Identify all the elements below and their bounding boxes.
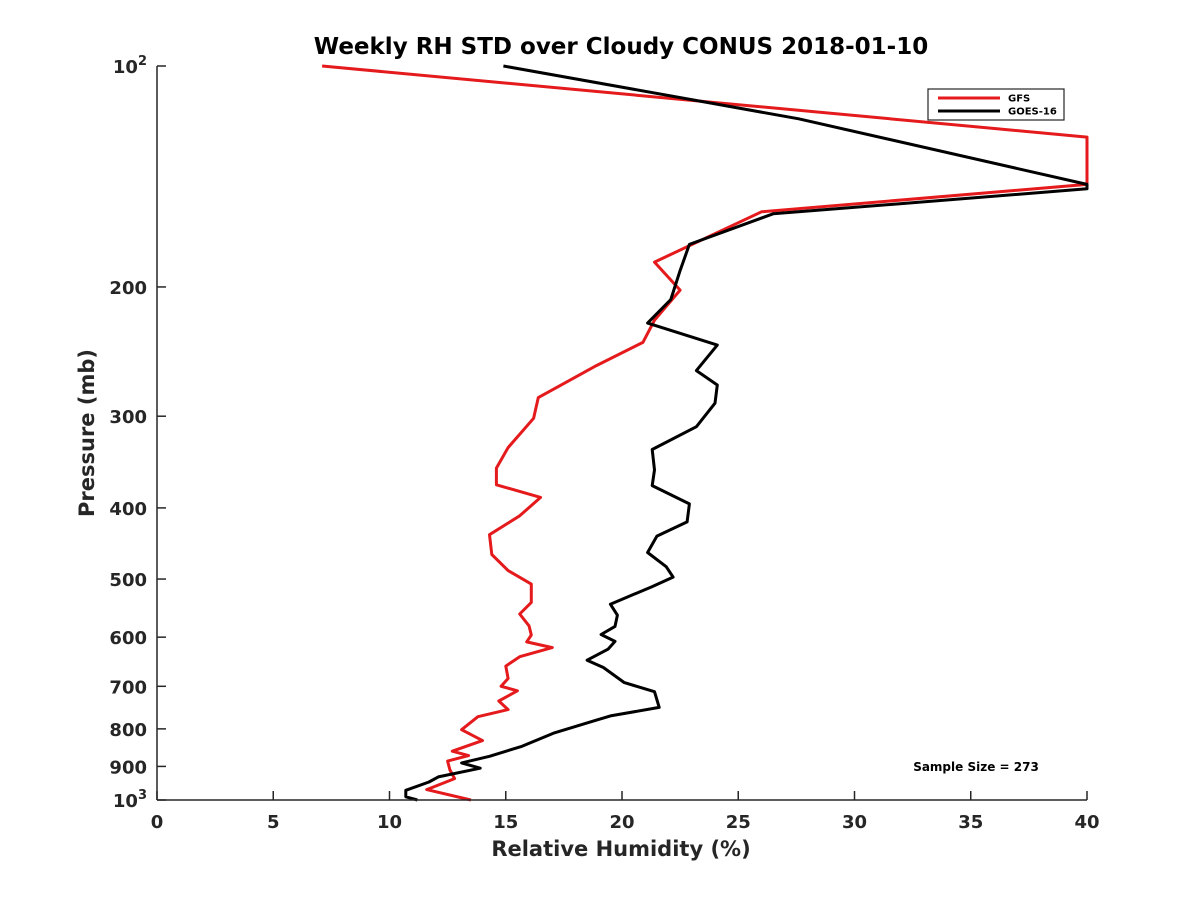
y-tick-label: 500 [109, 570, 147, 591]
x-tick-label: 25 [726, 812, 751, 833]
x-tick-label: 10 [377, 812, 402, 833]
y-tick-label: 700 [109, 677, 147, 698]
y-tick-label: 300 [109, 407, 147, 428]
y-axis-label: Pressure (mb) [75, 349, 99, 517]
x-tick-label: 40 [1074, 812, 1099, 833]
y-tick-label: 200 [109, 278, 147, 299]
y-tick-label: 900 [109, 757, 147, 778]
chart-title: Weekly RH STD over Cloudy CONUS 2018-01-… [314, 34, 928, 60]
series-layer [321, 64, 1089, 802]
y-tick-label: 600 [109, 628, 147, 649]
x-tick-label: 35 [958, 812, 983, 833]
y-tick-label: 103 [113, 788, 147, 812]
x-tick-label: 5 [267, 812, 280, 833]
legend-entry: GOES-16 [1008, 107, 1057, 118]
series-line-gfs [321, 64, 1089, 802]
x-tick-label: 30 [842, 812, 867, 833]
sample-size-annotation: Sample Size = 273 [913, 760, 1039, 774]
series-line-goes-16 [404, 64, 1089, 802]
legend: GFS GOES-16 [927, 88, 1065, 121]
x-tick-label: 20 [609, 812, 634, 833]
x-tick-label: 15 [493, 812, 518, 833]
axes-layer: 0 5 10 15 20 25 30 35 40 102 200 300 400 500 600 700 800… [109, 54, 1099, 833]
y-tick-label: 800 [109, 720, 147, 741]
x-tick-label: 0 [151, 812, 164, 833]
legend-box [927, 88, 1065, 121]
y-tick-label: 102 [113, 54, 147, 78]
x-axis-label: Relative Humidity (%) [491, 837, 750, 861]
legend-entry: GFS [1008, 94, 1030, 105]
y-tick-label: 400 [109, 499, 147, 520]
